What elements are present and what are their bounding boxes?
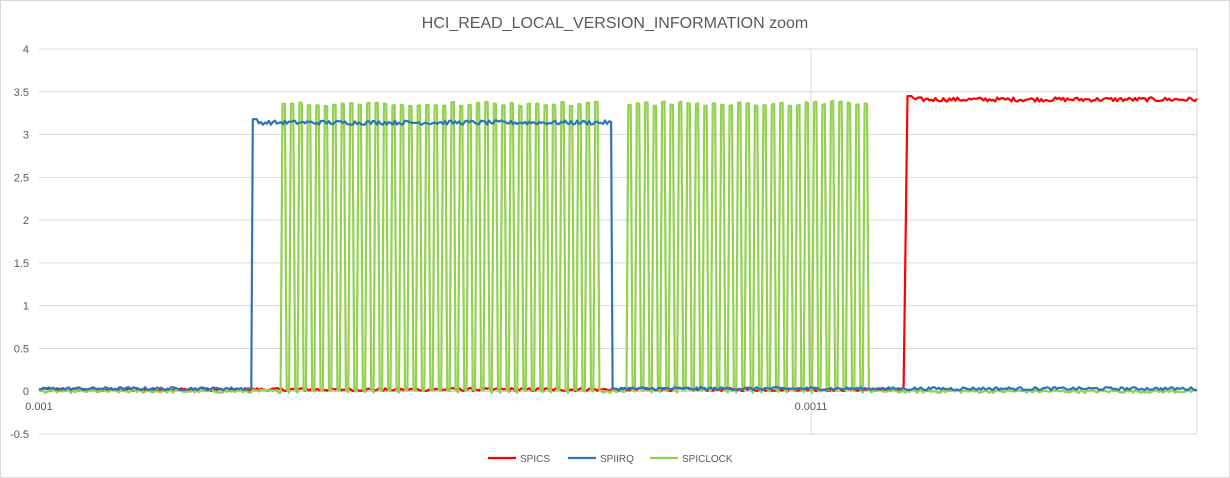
series-line-spiclock <box>38 99 1198 394</box>
y-tick-label: -0.5 <box>10 429 29 441</box>
axis-layer: -0.5 0 0.5 1 1.5 2 2.5 3 3.5 4 0.001 0.0011 <box>10 44 1197 441</box>
series-line-spiirq <box>38 118 1198 392</box>
legend-label-spiclock: SPICLOCK <box>682 454 733 465</box>
y-tick-label: 4 <box>23 44 29 56</box>
y-tick-label: 3.5 <box>14 87 29 99</box>
y-tick-label: 1.5 <box>14 258 29 270</box>
grid-layer <box>39 48 1198 435</box>
legend-label-spics: SPICS <box>520 454 550 465</box>
series-line-spics <box>38 95 1198 393</box>
chart-title: HCI_READ_LOCAL_VERSION_INFORMATION zoom <box>422 15 808 32</box>
y-tick-label: 2.5 <box>14 172 29 184</box>
y-tick-label: 0.5 <box>14 343 29 355</box>
y-tick-label: 0 <box>23 386 29 398</box>
legend-label-spiirq: SPIIRQ <box>600 454 634 465</box>
y-tick-label: 2 <box>23 215 29 227</box>
legend: SPICS SPIIRQ SPICLOCK <box>488 454 733 465</box>
series-layer <box>38 95 1198 394</box>
y-tick-label: 1 <box>23 301 29 313</box>
x-tick-label: 0.001 <box>25 401 53 413</box>
x-tick-label: 0.0011 <box>795 401 828 413</box>
y-tick-label: 3 <box>23 130 29 142</box>
